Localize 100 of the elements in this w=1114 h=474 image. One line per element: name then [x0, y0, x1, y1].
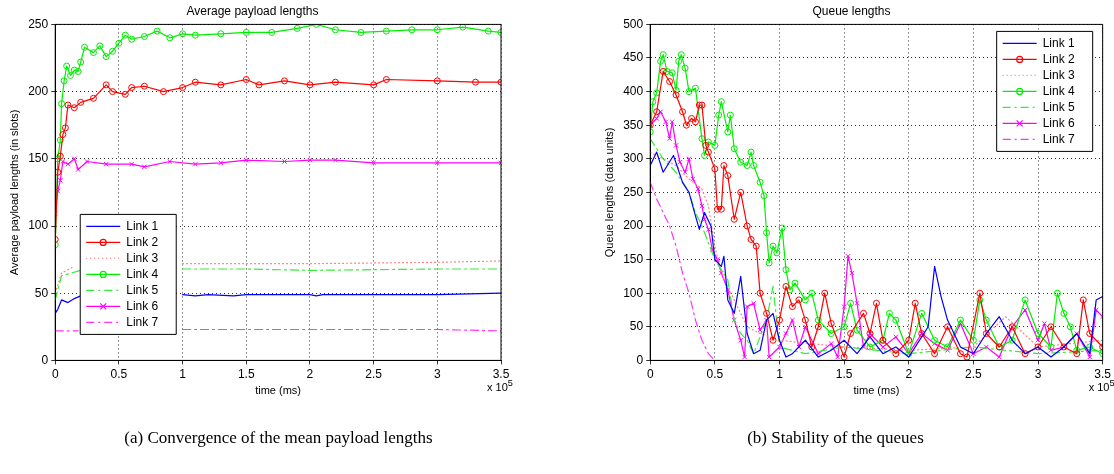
y-tick-label: 50 — [629, 319, 644, 334]
x-tick-label: 1 — [179, 366, 187, 381]
y-tick-label: 400 — [623, 83, 644, 98]
y-tick-label: 200 — [623, 218, 644, 233]
x-tick-label: 2 — [306, 366, 314, 381]
y-tick-label: 250 — [623, 184, 644, 199]
y-tick-label: 500 — [623, 16, 644, 31]
point — [102, 53, 110, 61]
point — [64, 101, 72, 109]
point — [331, 78, 339, 86]
point — [179, 30, 187, 38]
point — [242, 76, 250, 83]
x-tick-label: 0.5 — [706, 366, 724, 381]
point — [382, 27, 390, 35]
point — [77, 58, 85, 66]
x-tick-label: 0 — [646, 366, 654, 381]
point — [371, 160, 377, 166]
point — [306, 81, 314, 89]
x-tick-label: 3 — [433, 366, 441, 381]
point — [121, 90, 129, 98]
x-tick-label: 2.5 — [965, 366, 983, 381]
text: x 10$^{5}$ — [487, 378, 513, 394]
x-tick-label: 0.5 — [110, 366, 128, 381]
legend-label: Link 6 — [126, 298, 159, 313]
point — [74, 67, 82, 75]
point — [141, 164, 147, 170]
y-axis-title: Queue lengths (data units) — [602, 127, 615, 258]
text: (b) Stability of the queues — [746, 428, 925, 448]
point — [192, 161, 198, 167]
x-tick-label: 2.5 — [365, 366, 383, 381]
point — [109, 88, 117, 96]
y-tick-label: 0 — [636, 352, 644, 367]
point — [121, 31, 129, 39]
x-tick-label: 3.5 — [1094, 366, 1112, 381]
point — [218, 160, 224, 166]
legend-label: Link 3 — [1042, 67, 1076, 82]
point — [77, 98, 85, 106]
y-tick-label: 150 — [623, 251, 644, 266]
x-axis-title: time (ms) — [853, 384, 900, 397]
legend-label: Link 7 — [1042, 131, 1076, 146]
point — [307, 157, 313, 163]
x-tick-label: 1 — [776, 366, 784, 381]
x-tick-label: 3 — [1034, 366, 1042, 381]
point — [109, 47, 117, 55]
point — [331, 26, 339, 34]
point — [459, 24, 467, 31]
point — [128, 35, 136, 43]
point — [128, 84, 136, 92]
point — [129, 161, 135, 167]
point — [472, 78, 480, 86]
y-tick-label: 100 — [623, 285, 644, 300]
point — [434, 160, 440, 166]
point — [408, 26, 416, 34]
point — [96, 42, 104, 50]
point — [65, 161, 71, 167]
point — [243, 157, 249, 163]
point — [166, 34, 174, 42]
point — [71, 156, 77, 162]
point — [167, 158, 173, 165]
y-tick-label: 150 — [28, 151, 49, 166]
point — [217, 81, 225, 89]
point — [179, 84, 187, 92]
point — [433, 77, 441, 85]
point — [84, 158, 90, 165]
point — [103, 161, 109, 167]
y-tick-label: 0 — [41, 352, 49, 367]
point — [57, 177, 63, 183]
point — [191, 31, 199, 39]
y-tick-label: 50 — [34, 285, 49, 300]
text: (a) Convergence of the mean payload lengths — [123, 428, 434, 448]
legend-label: Link 4 — [126, 266, 159, 281]
point — [59, 131, 67, 139]
y-tick-label: 300 — [623, 151, 644, 166]
point — [433, 26, 441, 34]
legend-label: Link 1 — [126, 218, 159, 233]
legend-label: Link 3 — [126, 250, 159, 265]
x-tick-label: 1.5 — [237, 366, 255, 381]
point — [75, 166, 81, 173]
point — [370, 81, 378, 89]
y-tick-label: 250 — [28, 16, 49, 31]
text: x 10$^{5}$ — [1088, 378, 1114, 394]
point — [55, 168, 62, 176]
x-axis-title: time (ms) — [255, 384, 302, 397]
point — [70, 66, 78, 74]
point — [89, 94, 97, 102]
point — [153, 27, 161, 35]
point — [140, 82, 148, 90]
point — [63, 62, 71, 70]
point — [217, 30, 225, 38]
line-series — [650, 181, 716, 361]
point — [70, 104, 78, 112]
point — [67, 71, 75, 79]
point — [332, 157, 339, 163]
point — [58, 100, 66, 108]
x-tick-label: 2 — [905, 366, 913, 381]
y-axis-title: Average payload lengths (in slots) — [7, 109, 20, 276]
x-tick-label: 0 — [51, 366, 59, 381]
y-tick-label: 450 — [623, 50, 644, 65]
point — [60, 158, 66, 165]
y-tick-label: 100 — [28, 218, 49, 233]
